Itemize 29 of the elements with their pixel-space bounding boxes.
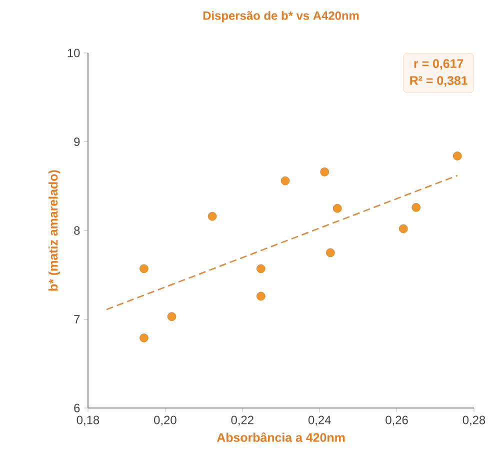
y-tick-label: 6: [74, 404, 80, 412]
point: [320, 168, 330, 176]
point: [453, 152, 462, 160]
annotation: R² = 0,381: [410, 76, 468, 87]
annotation: r = 0,617: [414, 59, 464, 70]
x-tick-label: 0,26: [386, 416, 408, 426]
point: [208, 212, 217, 221]
x-tick-label: 0,20: [154, 416, 176, 426]
point: [140, 264, 148, 274]
x-axis-title: Absorbância a 420nm: [216, 432, 345, 442]
x-tick-label: 0,24: [308, 416, 331, 426]
y-tick-label: 8: [74, 226, 80, 235]
y-tick-label: 9: [74, 138, 80, 146]
point: [412, 203, 420, 212]
point: [326, 248, 335, 258]
point: [332, 204, 342, 213]
point: [256, 264, 266, 274]
point: [256, 292, 266, 301]
point: [167, 312, 176, 321]
x-tick-label: 0,28: [462, 416, 486, 426]
x-tick-label: 0,18: [76, 416, 100, 426]
point: [140, 334, 148, 342]
point: [280, 176, 290, 186]
y-tick-label: 10: [68, 48, 80, 58]
x-tick-label: 0,22: [231, 416, 254, 426]
point: [398, 224, 408, 234]
y-axis-title: b* (matiz amarelado): [48, 170, 60, 291]
chart-title: Dispersão de b* vs A420nm: [203, 11, 359, 22]
y-tick-label: 7: [74, 315, 80, 324]
